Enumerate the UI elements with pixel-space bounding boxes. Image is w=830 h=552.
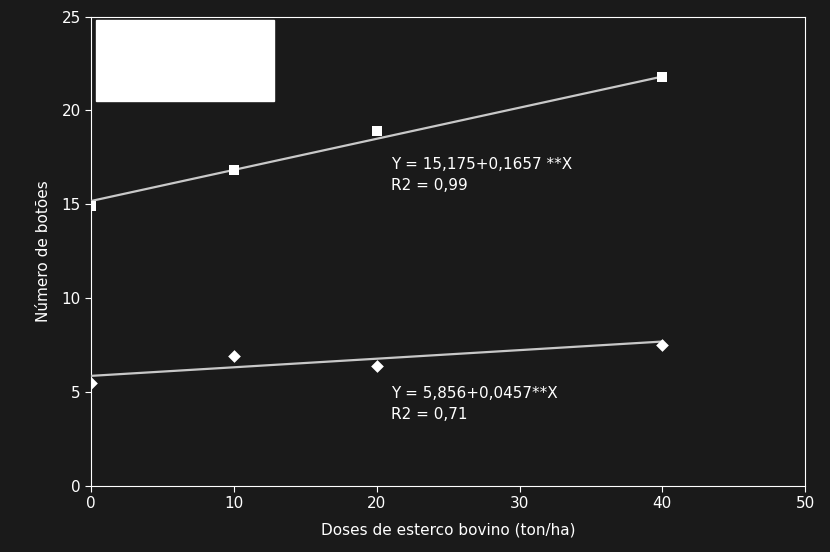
Point [656,341,669,349]
X-axis label: Doses de esterco bovino (ton/ha): Doses de esterco bovino (ton/ha) [321,522,575,537]
Text: Y = 5,856+0,0457**X
R2 = 0,71: Y = 5,856+0,0457**X R2 = 0,71 [391,386,558,422]
Point [656,72,669,81]
Point [85,201,98,210]
Point [370,126,383,135]
FancyBboxPatch shape [95,20,274,101]
Point [227,166,241,175]
Y-axis label: Número de botões: Número de botões [36,181,51,322]
Point [85,378,98,387]
Point [370,361,383,370]
Point [227,352,241,360]
Text: Y = 15,175+0,1657 **X
R2 = 0,99: Y = 15,175+0,1657 **X R2 = 0,99 [391,157,573,193]
